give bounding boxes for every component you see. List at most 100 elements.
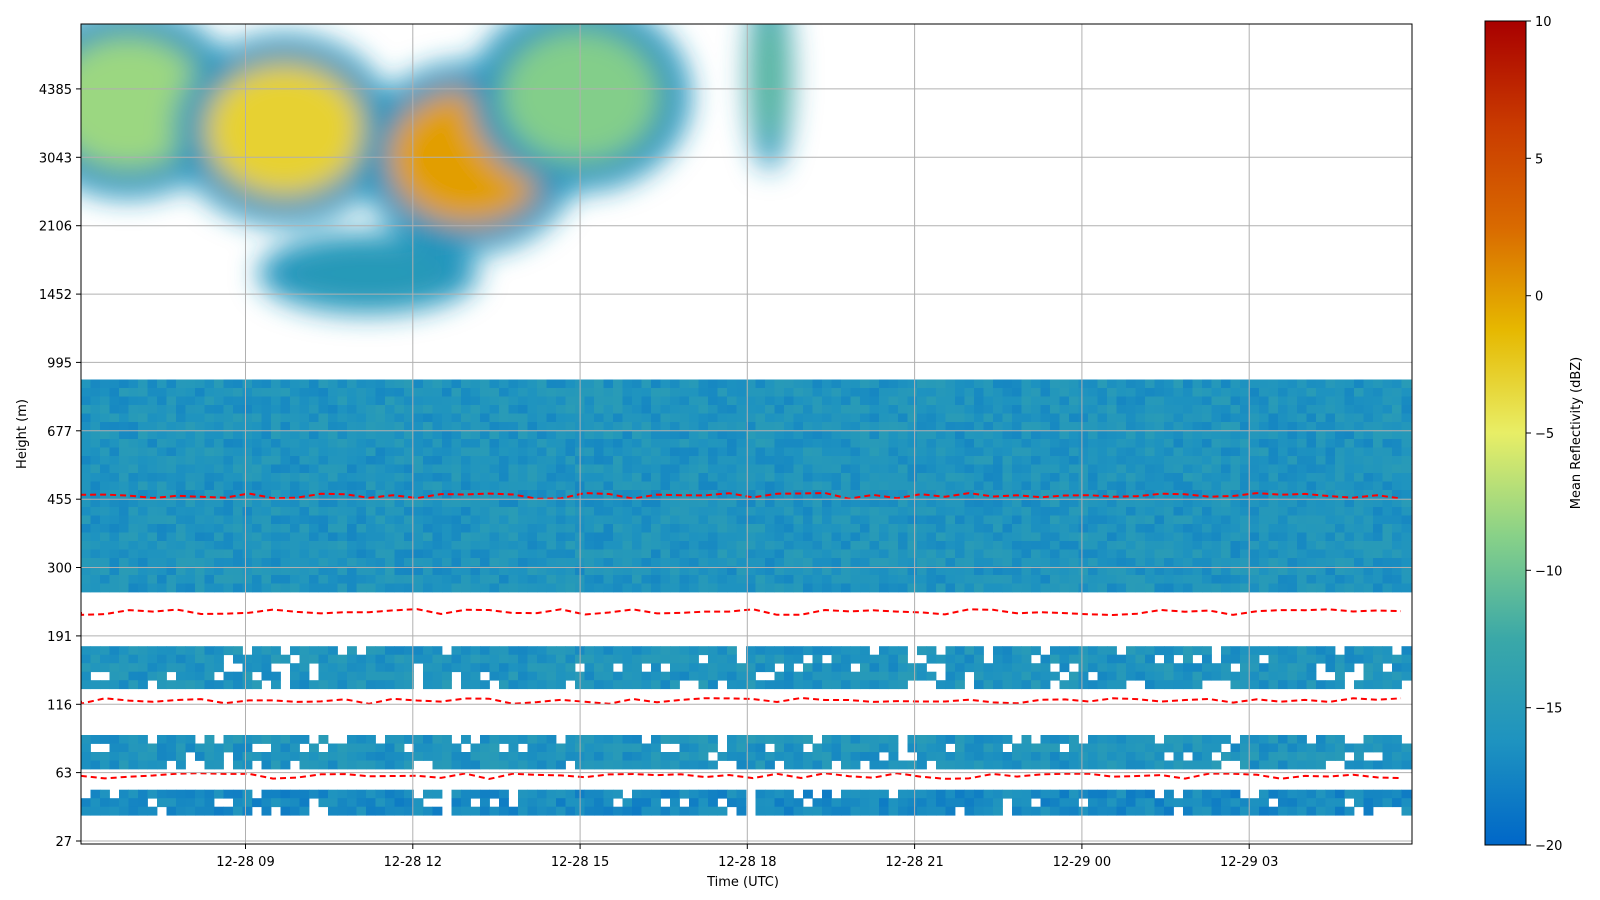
heatmap-cell [195,430,205,440]
heatmap-cell [489,743,500,753]
heatmap-cell [356,388,367,397]
heatmap-cell [945,806,956,816]
heatmap-cell [907,806,918,816]
heatmap-cell [299,671,310,681]
heatmap-cell [670,798,680,808]
heatmap-cell [1306,464,1317,474]
heatmap-cell [1192,806,1203,816]
heatmap-cell [100,498,110,508]
heatmap-cell [1202,515,1212,525]
heatmap-cell [1059,524,1070,533]
heatmap-cell [242,558,253,567]
heatmap-cell [271,680,281,690]
heatmap-cell [1325,456,1336,465]
heatmap-cell [1107,654,1117,664]
heatmap-cell [290,575,300,584]
heatmap-cell [983,558,994,567]
heatmap-cell [926,524,937,533]
heatmap-cell [119,507,129,516]
heatmap-cell [309,379,319,389]
heatmap-cell [280,447,291,457]
heatmap-cell [385,422,395,431]
heatmap-cell [480,789,490,799]
heatmap-cell [138,388,148,397]
heatmap-cell [195,490,205,499]
heatmap-cell [328,549,338,559]
heatmap-cell [527,447,538,457]
heatmap-cell [1354,396,1364,406]
heatmap-cell [1202,447,1212,457]
heatmap-cell [347,430,357,440]
heatmap-cell [727,680,737,690]
heatmap-cell [717,430,728,440]
heatmap-cell [109,654,120,664]
heatmap-cell [841,430,851,440]
heatmap-cell [1335,549,1345,559]
heatmap-cell [869,532,880,542]
heatmap-cell [1259,789,1269,799]
heatmap-cell [670,524,680,533]
heatmap-cell [432,735,443,744]
heatmap-cell [869,439,880,448]
heatmap-cell [461,549,471,559]
heatmap-cell [1249,583,1260,593]
heatmap-cell [594,379,604,389]
heatmap-cell [195,498,205,508]
heatmap-cell [413,481,424,491]
heatmap-cell [546,430,557,440]
heatmap-cell [841,663,851,673]
heatmap-cell [252,575,262,584]
heatmap-cell [1059,515,1070,525]
heatmap-cell [356,430,367,440]
heatmap-cell [632,430,642,440]
heatmap-cell [1059,413,1070,423]
heatmap-cell [309,566,319,576]
heatmap-cell [1164,396,1174,406]
heatmap-cell [679,671,690,681]
heatmap-cell [138,735,148,744]
heatmap-cell [1316,524,1326,533]
heatmap-cell [1183,498,1193,508]
heatmap-cell [898,760,908,770]
heatmap-cell [850,541,861,550]
heatmap-cell [556,405,566,414]
heatmap-cell [508,379,519,389]
heatmap-cell [784,760,794,770]
heatmap-cell [784,583,794,593]
heatmap-cell [1202,541,1212,550]
heatmap-cell [1278,515,1288,525]
heatmap-cell [822,405,832,414]
heatmap-cell [290,464,300,474]
heatmap-cell [594,735,604,744]
heatmap-cell [138,566,148,576]
heatmap-cell [1126,507,1136,516]
heatmap-cell [679,473,690,482]
heatmap-cell [717,413,728,423]
heatmap-cell [147,447,158,457]
heatmap-cell [1050,735,1060,744]
heatmap-cell [765,515,775,525]
heatmap-cell [128,498,139,508]
heatmap-cell [366,524,376,533]
heatmap-cell [489,752,500,761]
heatmap-cell [451,490,462,499]
heatmap-cell [1202,507,1212,516]
heatmap-cell [461,654,471,664]
heatmap-cell [1249,447,1260,457]
heatmap-cell [727,663,737,673]
heatmap-cell [584,405,595,414]
heatmap-cell [1297,490,1307,499]
heatmap-cell [841,396,851,406]
heatmap-cell [708,798,718,808]
heatmap-cell [869,583,880,593]
heatmap-cell [698,430,709,440]
heatmap-cell [1221,566,1231,576]
heatmap-cell [109,473,120,482]
heatmap-cell [1287,735,1298,744]
heatmap-cell [1031,439,1041,448]
heatmap-cell [765,405,775,414]
heatmap-cell [1183,422,1193,431]
heatmap-cell [1192,515,1203,525]
heatmap-cell [1135,789,1146,799]
heatmap-layer [81,735,1412,770]
